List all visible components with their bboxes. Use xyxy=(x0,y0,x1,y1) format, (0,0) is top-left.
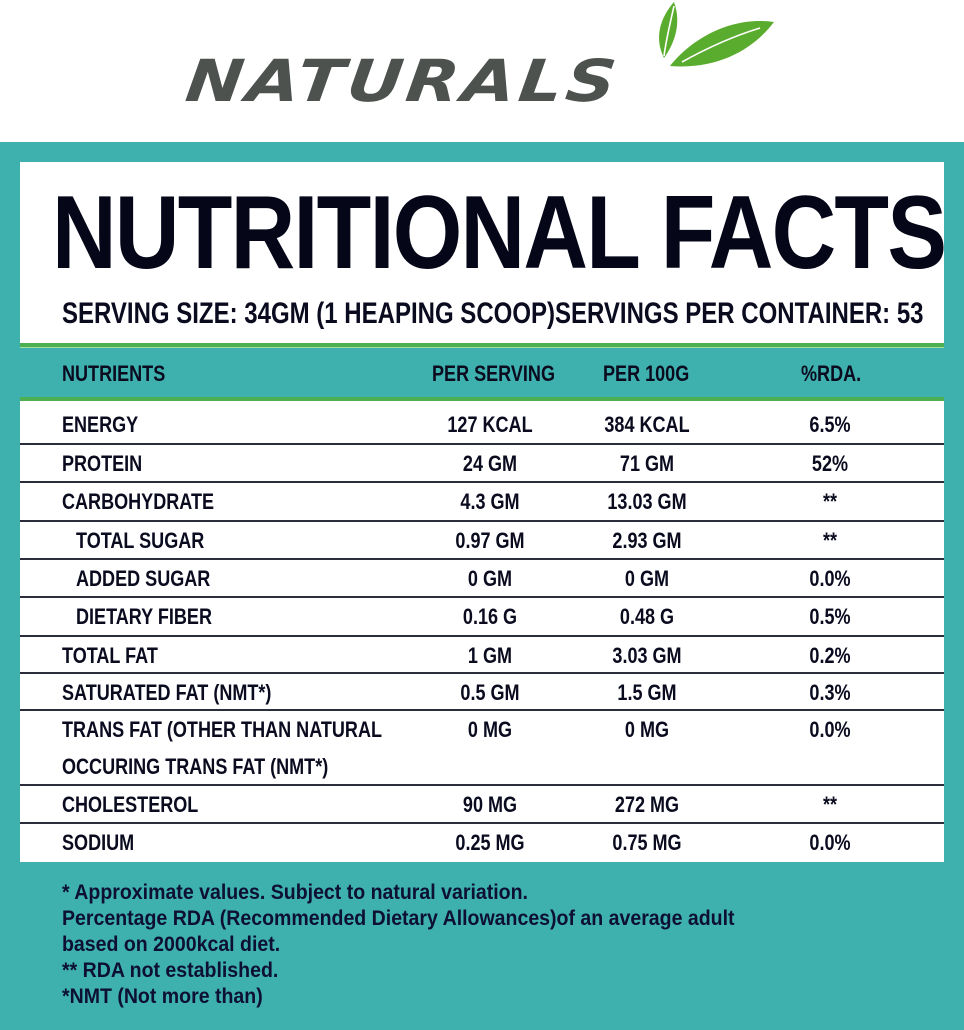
per-serving-value: 24 GM xyxy=(462,451,518,476)
column-header-nutrients: NUTRIENTS xyxy=(62,361,166,386)
footnote-rda-not-established: ** RDA not established. xyxy=(62,959,279,982)
divider-top-highlight xyxy=(20,347,944,348)
per-100g-value: 13.03 GM xyxy=(607,489,687,514)
table-row: CHOLESTEROL 90 MG 272 MG ** xyxy=(20,786,944,824)
per-serving-value: 127 KCAL xyxy=(447,412,533,437)
rda-value: 0.5% xyxy=(809,604,851,629)
per-100g-value: 3.03 GM xyxy=(612,643,682,668)
table-row: ENERGY 127 KCAL 384 KCAL 6.5% xyxy=(20,406,944,445)
per-serving-value: 0.5 GM xyxy=(460,680,520,705)
divider-top xyxy=(20,343,944,347)
table-row: TOTAL SUGAR 0.97 GM 2.93 GM ** xyxy=(20,522,944,560)
rda-value: 6.5% xyxy=(809,412,851,437)
per-serving-value: 1 GM xyxy=(467,643,513,668)
nutrient-name: TOTAL SUGAR xyxy=(76,528,205,553)
rda-value: 0.2% xyxy=(809,643,851,668)
per-100g-value: 0 GM xyxy=(624,566,670,591)
footnote-rda-basis: based on 2000kcal diet. xyxy=(62,933,281,956)
rda-value: 52% xyxy=(811,451,849,476)
table-row: TRANS FAT (OTHER THAN NATURAL OCCURING T… xyxy=(20,711,944,786)
nutrient-name: PROTEIN xyxy=(62,451,143,476)
brand-name: NATURALS xyxy=(182,47,624,115)
per-serving-value: 4.3 GM xyxy=(460,489,520,514)
per-100g-value: 1.5 GM xyxy=(617,680,677,705)
column-header-rda: %RDA. xyxy=(801,361,862,386)
footnote-approximate: * Approximate values. Subject to natural… xyxy=(62,881,528,904)
rda-value: 0.0% xyxy=(809,830,851,855)
rda-value: ** xyxy=(822,792,838,817)
rda-value: 0.0% xyxy=(809,566,851,591)
table-row: TOTAL FAT 1 GM 3.03 GM 0.2% xyxy=(20,637,944,674)
per-100g-value: 0.75 MG xyxy=(612,830,682,855)
nutrient-name: TRANS FAT (OTHER THAN NATURAL xyxy=(62,717,383,742)
nutrition-table: ENERGY 127 KCAL 384 KCAL 6.5% PROTEIN 24… xyxy=(20,401,944,862)
per-100g-value: 2.93 GM xyxy=(612,528,682,553)
per-100g-value: 0.48 G xyxy=(619,604,675,629)
per-serving-value: 0.97 GM xyxy=(455,528,525,553)
column-header-per-100g: PER 100G xyxy=(603,361,690,386)
logo-header: NATURALS xyxy=(0,0,964,142)
table-row: DIETARY FIBER 0.16 G 0.48 G 0.5% xyxy=(20,598,944,637)
leaf-icon xyxy=(659,2,774,67)
table-row: ADDED SUGAR 0 GM 0 GM 0.0% xyxy=(20,560,944,598)
title-panel xyxy=(20,162,944,345)
footnotes: * Approximate values. Subject to natural… xyxy=(62,880,862,1010)
footnote-rda-definition: Percentage RDA (Recommended Dietary Allo… xyxy=(62,907,735,930)
column-header-per-serving: PER SERVING xyxy=(432,361,555,386)
divider-bottom xyxy=(20,397,944,401)
table-row: PROTEIN 24 GM 71 GM 52% xyxy=(20,445,944,483)
nutrient-name: ENERGY xyxy=(62,412,139,437)
page-title: NUTRITIONAL FACTS xyxy=(52,175,947,291)
serving-size: SERVING SIZE: 34GM (1 HEAPING SCOOP) xyxy=(62,297,555,330)
nutrient-name: CHOLESTEROL xyxy=(62,792,199,817)
rda-value: ** xyxy=(822,489,838,514)
rda-value: ** xyxy=(822,528,838,553)
rda-value: 0.0% xyxy=(809,717,851,742)
nutrient-name: SATURATED FAT (NMT*) xyxy=(62,680,272,705)
per-100g-value: 272 MG xyxy=(614,792,680,817)
nutrient-name: TOTAL FAT xyxy=(62,643,158,668)
per-serving-value: 90 MG xyxy=(462,792,518,817)
servings-per-container: SERVINGS PER CONTAINER: 53 xyxy=(555,297,924,330)
rda-value: 0.3% xyxy=(809,680,851,705)
table-row: CARBOHYDRATE 4.3 GM 13.03 GM ** xyxy=(20,483,944,522)
footnote-nmt: *NMT (Not more than) xyxy=(62,985,263,1008)
per-serving-value: 0 GM xyxy=(467,566,513,591)
per-100g-value: 0 MG xyxy=(624,717,670,742)
per-100g-value: 384 KCAL xyxy=(604,412,690,437)
per-serving-value: 0.25 MG xyxy=(455,830,525,855)
nutrient-name: DIETARY FIBER xyxy=(76,604,212,629)
nutrient-name: SODIUM xyxy=(62,830,135,855)
nutrient-name-continued: OCCURING TRANS FAT (NMT*) xyxy=(62,754,329,779)
per-serving-value: 0 MG xyxy=(467,717,513,742)
table-row: SATURATED FAT (NMT*) 0.5 GM 1.5 GM 0.3% xyxy=(20,674,944,711)
per-100g-value: 71 GM xyxy=(619,451,675,476)
table-row: SODIUM 0.25 MG 0.75 MG 0.0% xyxy=(20,824,944,862)
nutrient-name: CARBOHYDRATE xyxy=(62,489,215,514)
per-serving-value: 0.16 G xyxy=(462,604,518,629)
nutrient-name: ADDED SUGAR xyxy=(76,566,211,591)
